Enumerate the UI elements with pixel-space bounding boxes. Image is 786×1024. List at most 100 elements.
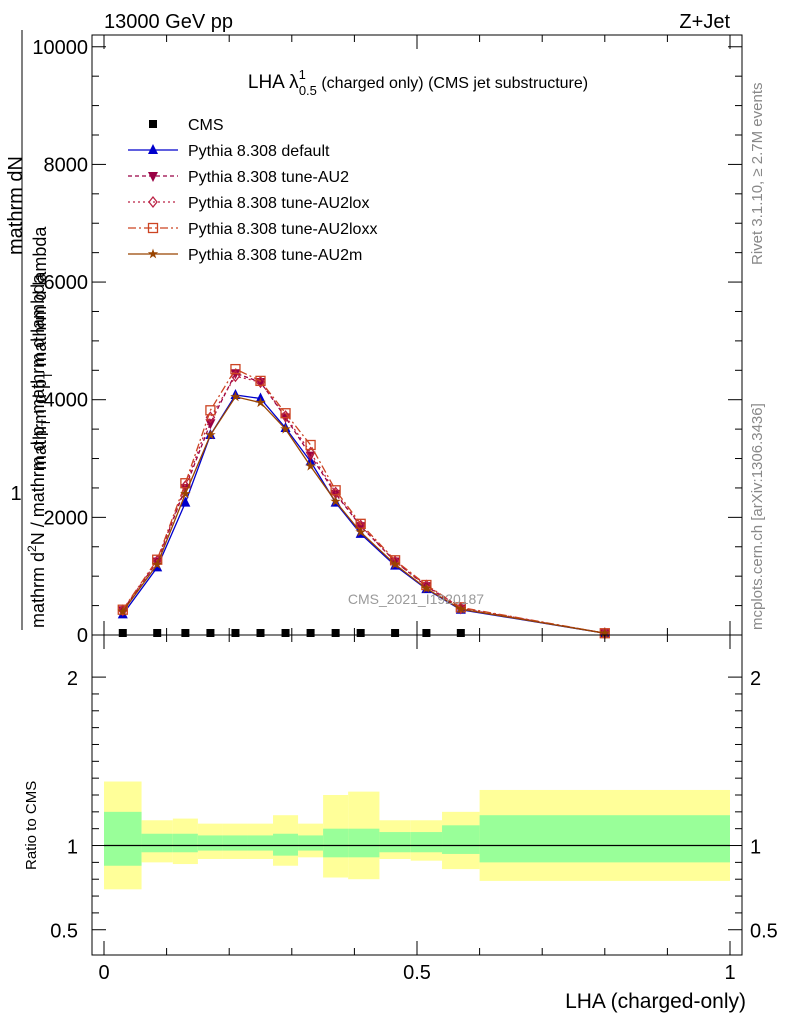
main-ytick-label: 10000: [32, 37, 88, 59]
au2m-point: [389, 558, 401, 569]
ratio-ytick-label-right: 2: [750, 668, 761, 690]
legend-label: Pythia 8.308 default: [188, 143, 330, 160]
au2lox-point: [255, 376, 266, 389]
ratio-ytick-label-right: 0.5: [750, 921, 778, 943]
ratio-band-inner: [298, 835, 324, 851]
ratio-band-inner: [247, 835, 274, 851]
ratio-xtick-label: 0: [98, 962, 109, 984]
legend-item-cms: CMS: [149, 117, 224, 134]
legend-label: CMS: [188, 117, 224, 134]
au2loxx-point: [117, 604, 128, 615]
au2lox-point: [205, 411, 216, 424]
au2loxx-point: [255, 375, 266, 387]
ratio-xlabel: LHA (charged-only): [565, 990, 746, 1013]
cms-point: [118, 629, 127, 637]
au2lox-point: [148, 195, 158, 209]
ratio-band-inner: [410, 832, 443, 853]
main-ticks: 0 2000 4000 6000 8000 10000: [32, 35, 742, 647]
cms-point: [281, 629, 290, 637]
ratio-band-inner: [379, 832, 411, 853]
au2m-point: [330, 496, 341, 506]
au2-point: [205, 419, 216, 430]
cms-series: [118, 629, 465, 637]
ratio-ytick-label: 1: [67, 837, 78, 859]
main-ytick-label: 4000: [44, 390, 89, 412]
cms-point: [181, 629, 190, 637]
legend-label: Pythia 8.308 tune-AU2m: [188, 247, 362, 264]
au2m-point: [421, 583, 432, 593]
ratio-band-inner: [479, 815, 730, 863]
au2m-series: [117, 391, 610, 638]
ratio-band-inner: [273, 833, 299, 856]
au2lox-point: [305, 446, 316, 459]
ratio-band-inner: [348, 828, 380, 858]
au2m-point: [180, 488, 191, 499]
cms-point: [149, 120, 157, 128]
mcplots-label: mcplots.cern.ch [arXiv:1306.3436]: [749, 403, 766, 630]
au2m-point: [255, 397, 266, 408]
ratio-xtick-label: 0.5: [403, 962, 431, 984]
main-ytick-label: 2000: [44, 507, 89, 529]
ratio-band-inner: [222, 835, 248, 851]
ylabel-numerator: mathrm dN: [5, 156, 27, 255]
au2m-point: [455, 603, 467, 614]
ylabel-full: mathrm d2N / mathrm d pT mathrm d lambda: [25, 273, 53, 628]
legend-item-au2m: Pythia 8.308 tune-AU2m: [128, 247, 362, 264]
main-panel: 0 2000 4000 6000 8000 10000 CMS_2021_I1920187…: [32, 34, 743, 647]
au2loxx-point: [205, 405, 216, 416]
ratio-band-inner: [197, 835, 223, 851]
cms-point: [306, 629, 315, 637]
au2loxx-point: [305, 439, 316, 451]
cms-point: [206, 629, 215, 637]
au2m-point: [230, 391, 241, 402]
legend-item-default: Pythia 8.308 default: [128, 143, 330, 160]
main-title: LHA λ1 0.5 (charged only) (CMS jet substr…: [248, 67, 588, 98]
au2m-point: [280, 423, 291, 434]
main-ylabel: 1 mathrm dN mathrm d pT mathrm d lambda …: [5, 30, 55, 630]
ylabel-one: 1: [10, 483, 21, 505]
cms-point: [331, 629, 340, 637]
ratio-band-inner: [172, 833, 198, 853]
au2loxx-point: [330, 485, 341, 496]
legend-item-au2: Pythia 8.308 tune-AU2: [128, 169, 349, 186]
legend-label: Pythia 8.308 tune-AU2: [188, 169, 349, 186]
ratio-band-inner: [442, 825, 480, 854]
main-series: [117, 363, 610, 640]
au2m-line: [122, 396, 605, 634]
main-ytick-label: 0: [77, 625, 88, 647]
main-ytick-label: 6000: [44, 272, 89, 294]
cms-point: [231, 629, 240, 637]
ratio-bands: [104, 781, 730, 890]
au2m-point: [355, 526, 366, 537]
cms-point: [391, 629, 400, 637]
ratio-ytick-label-right: 1: [750, 837, 761, 859]
cms-point: [356, 629, 365, 637]
watermark: CMS_2021_I1920187: [348, 591, 484, 607]
ratio-ytick-label: 2: [67, 668, 78, 690]
main-ytick-label: 8000: [44, 154, 89, 176]
default-point: [148, 144, 158, 154]
cms-point: [153, 629, 162, 637]
ratio-ticks: 0.5 0.5 1 1 2 2 0 0.5 1: [50, 635, 778, 984]
cms-point: [422, 629, 431, 637]
au2loxx-point: [147, 222, 159, 234]
header-process: Z+Jet: [679, 11, 730, 33]
au2m-point: [117, 606, 128, 616]
au2m-point: [599, 627, 610, 638]
au2-point: [148, 172, 158, 182]
legend-item-au2loxx: Pythia 8.308 tune-AU2loxx: [128, 221, 377, 238]
default-point: [180, 496, 191, 507]
ratio-band-inner: [323, 828, 349, 858]
legend-label: Pythia 8.308 tune-AU2loxx: [188, 221, 377, 238]
au2loxx-point: [280, 408, 291, 419]
legend-item-au2lox: Pythia 8.308 tune-AU2lox: [128, 195, 369, 212]
au2m-point: [147, 248, 159, 259]
ratio-ylabel: Ratio to CMS: [23, 781, 40, 870]
au2loxx-point: [455, 602, 466, 613]
au2lox-line: [122, 375, 605, 634]
ylabel-denominator: mathrm d pT mathrm d lambda: [30, 226, 55, 470]
au2m-point: [152, 558, 163, 569]
ratio-xtick-label: 1: [724, 962, 735, 984]
ratio-panel: 0.5 0.5 1 1 2 2 0 0.5 1 Ratio to CMS LHA (charge…: [23, 634, 778, 1013]
rivet-label: Rivet 3.1.10, ≥ 2.7M events: [749, 83, 766, 266]
